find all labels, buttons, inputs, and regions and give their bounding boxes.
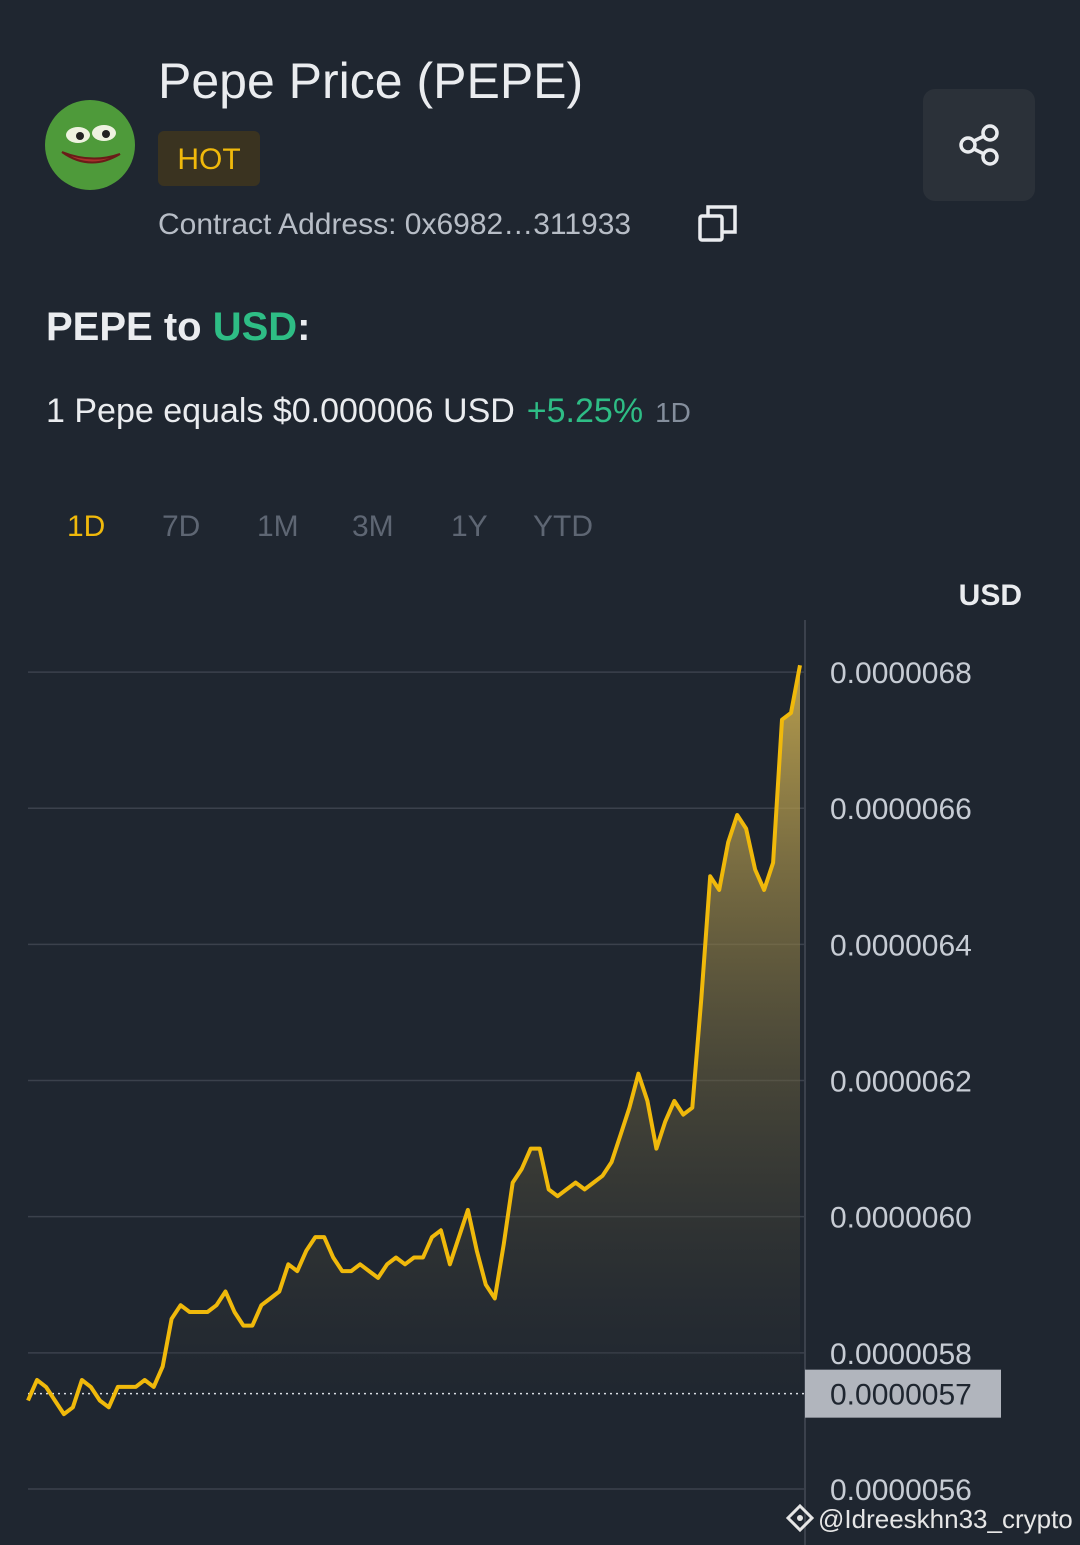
price-chart: 0.0000056 0.0000058 0.0000060 0.0000062 0.00… <box>26 620 1001 1545</box>
coin-avatar <box>45 100 135 190</box>
rate-change: +5.25% <box>527 392 643 430</box>
period-tab[interactable]: 1Y <box>451 510 488 543</box>
price-line <box>26 664 802 1417</box>
y-tick-label: 0.0000066 <box>830 793 972 826</box>
y-tick-label: 0.0000068 <box>830 657 972 690</box>
page-title: Pepe Price (PEPE) <box>158 53 583 109</box>
rate: 1 Pepe equals $0.000006 USD <box>46 392 515 430</box>
period-tab[interactable]: 1D <box>67 510 105 543</box>
y-tick-label: 0.0000062 <box>830 1066 972 1099</box>
share-button[interactable] <box>923 89 1035 201</box>
watermark-text: @Idreeskhn33_crypto <box>818 1504 1073 1534</box>
heading-prefix: PEPE to <box>46 305 213 349</box>
rate-period: 1D <box>655 397 691 428</box>
period-tabs: 1D 7D 1M 3M 1Y YTD <box>67 510 593 543</box>
converter-heading: PEPE to USD: <box>46 305 310 349</box>
area-fill <box>28 665 800 1415</box>
hot-badge: HOT <box>177 143 240 176</box>
rate-line: 1 Pepe equals $0.000006 USD +5.25% 1D <box>46 392 691 430</box>
contract-address: Contract Address: 0x6982…311933 <box>158 208 631 241</box>
reference-label: 0.0000057 <box>830 1379 972 1412</box>
axis-unit: USD <box>959 579 1022 612</box>
y-tick-label: 0.0000058 <box>830 1338 972 1371</box>
y-tick-label: 0.0000056 <box>830 1474 972 1507</box>
y-tick-label: 0.0000060 <box>830 1202 972 1235</box>
period-tab[interactable]: 7D <box>162 510 200 543</box>
period-tab[interactable]: YTD <box>533 510 593 543</box>
period-tab[interactable]: 1M <box>257 510 299 543</box>
watermark: @Idreeskhn33_crypto <box>785 1503 1073 1534</box>
hot-badge-bg <box>158 131 260 186</box>
reference-label-bg <box>805 1369 1001 1418</box>
y-tick-label: 0.0000064 <box>830 929 972 962</box>
heading-suffix: : <box>297 305 310 349</box>
period-tab[interactable]: 3M <box>352 510 394 543</box>
copy-button[interactable] <box>698 205 737 242</box>
heading-currency: USD <box>213 305 297 349</box>
